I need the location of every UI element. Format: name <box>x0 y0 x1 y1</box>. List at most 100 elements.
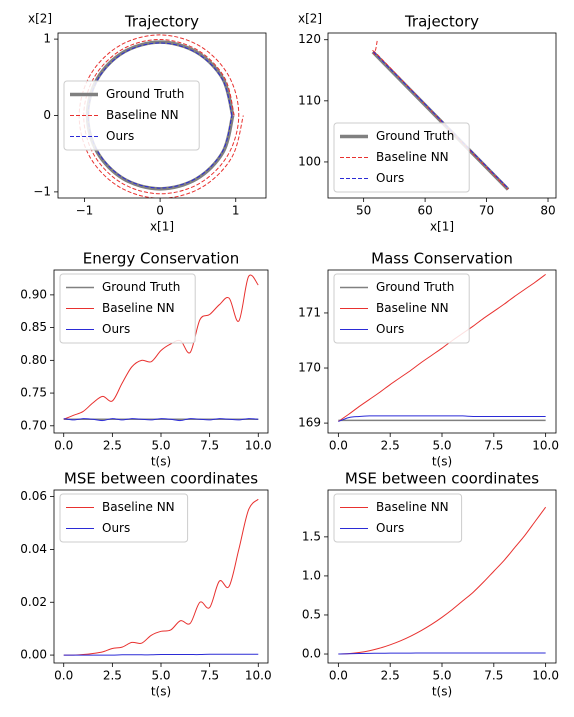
legend-label: Baseline NN <box>106 108 179 122</box>
plot-area <box>338 274 546 422</box>
legend-label: Baseline NN <box>376 500 449 514</box>
y-tick-label: 0.85 <box>20 320 47 334</box>
y-tick-label: 120 <box>298 32 321 46</box>
x-tick-label: 0.0 <box>329 669 348 683</box>
x-tick-label: 7.5 <box>484 669 503 683</box>
y-tick-label: 1.0 <box>302 568 321 582</box>
legend-label: Baseline NN <box>376 301 449 315</box>
x-tick-label: 10.0 <box>532 439 559 453</box>
y-tick-label: 0.02 <box>20 595 47 609</box>
legend-box <box>59 273 196 344</box>
legend-label: Ours <box>376 521 404 535</box>
y-tick-label: −1 <box>33 184 51 198</box>
x-axis-label: x[1] <box>430 220 454 234</box>
y-tick-label: 170 <box>298 361 321 375</box>
data-line <box>338 274 546 422</box>
x-tick-label: 5.0 <box>432 439 451 453</box>
x-tick-label: 70 <box>479 204 494 218</box>
chart-panel: Mass Conservation 0.0 2.5 5.0 7.5 10.0 169 170 1… <box>298 250 559 469</box>
y-tick-label: 0 <box>43 108 51 122</box>
x-tick-label: 60 <box>417 204 432 218</box>
legend-label: Ground Truth <box>376 129 454 143</box>
axes-frame <box>57 32 267 199</box>
legend: Baseline NN Ours <box>59 493 189 543</box>
y-tick-label: 0.06 <box>20 489 47 503</box>
legend-label: Ours <box>376 322 404 336</box>
legend-label: Ground Truth <box>102 280 180 294</box>
chart-title: Trajectory <box>404 13 479 31</box>
legend-label: Ours <box>102 521 130 535</box>
y-tick-label: 1.5 <box>302 529 321 543</box>
chart-panel: MSE between coordinates 0.0 2.5 5.0 7.5 10.0 0… <box>20 470 271 699</box>
x-tick-label: 50 <box>356 204 371 218</box>
chart-title: Energy Conservation <box>83 250 239 268</box>
data-line <box>63 274 259 420</box>
y-tick-label: 100 <box>298 154 321 168</box>
x-axis-label: t(s) <box>151 685 171 699</box>
legend-label: Ground Truth <box>106 87 184 101</box>
x-tick-label: 0.0 <box>54 669 73 683</box>
x-tick-label: −1 <box>76 204 94 218</box>
data-line <box>78 34 244 198</box>
y-tick-label: 1 <box>43 32 51 46</box>
legend-box <box>63 80 200 151</box>
chart-panel: Trajectory 50 60 70 80 100 110 120 x[1] x[2] Groun… <box>298 12 557 234</box>
x-tick-label: 2.5 <box>381 439 400 453</box>
x-tick-label: 7.5 <box>200 439 219 453</box>
x-tick-label: 10.0 <box>245 669 272 683</box>
chart-panel: Energy Conservation 0.0 2.5 5.0 7.5 10.0 0.70 0… <box>20 250 271 469</box>
data-line <box>63 418 259 422</box>
y-tick-label: 110 <box>298 93 321 107</box>
x-tick-label: 10.0 <box>245 439 272 453</box>
legend: Ground Truth Baseline NN Ours <box>63 80 200 151</box>
chart-panel: Trajectory −1 0 1 −1 0 1 x[1] x[2] Ground Truth Ba… <box>28 12 267 234</box>
chart-title: MSE between coordinates <box>345 470 539 488</box>
x-axis-label: x[1] <box>150 220 174 234</box>
legend: Ground Truth Baseline NN Ours <box>333 273 470 344</box>
x-tick-label: 5.0 <box>151 439 170 453</box>
data-line <box>87 42 233 189</box>
x-tick-label: 0.0 <box>329 439 348 453</box>
plot-area <box>63 498 259 656</box>
y-tick-label: 171 <box>298 305 321 319</box>
plot-area <box>63 274 259 422</box>
x-tick-label: 2.5 <box>103 669 122 683</box>
legend: Baseline NN Ours <box>333 493 463 543</box>
legend-label: Ours <box>102 322 130 336</box>
legend-label: Baseline NN <box>102 301 175 315</box>
plot-area <box>338 506 547 655</box>
x-tick-label: 7.5 <box>200 669 219 683</box>
plot-area <box>371 40 510 191</box>
axes-frame <box>53 269 269 434</box>
x-tick-label: 2.5 <box>381 669 400 683</box>
y-tick-label: 0.5 <box>302 607 321 621</box>
y-tick-label: 0.90 <box>20 287 47 301</box>
data-line <box>372 40 509 190</box>
legend-box <box>333 493 463 543</box>
y-tick-label: 0.04 <box>20 542 47 556</box>
y-tick-label: 0.70 <box>20 418 47 432</box>
axes-frame <box>53 489 269 664</box>
y-tick-label: 169 <box>298 416 321 430</box>
legend-label: Ground Truth <box>376 280 454 294</box>
x-tick-label: 10.0 <box>532 669 559 683</box>
y-axis-label: x[2] <box>298 12 322 26</box>
legend-box <box>59 493 189 543</box>
legend-label: Baseline NN <box>376 150 449 164</box>
y-tick-label: 0.0 <box>302 647 321 661</box>
chart-title: Mass Conservation <box>371 250 513 268</box>
legend-box <box>333 273 470 344</box>
legend-label: Baseline NN <box>102 500 175 514</box>
chart-panel: MSE between coordinates 0.0 2.5 5.0 7.5 10.0 0… <box>302 470 559 699</box>
y-axis-label: x[2] <box>28 12 52 26</box>
legend: Ground Truth Baseline NN Ours <box>59 273 196 344</box>
x-axis-label: t(s) <box>151 455 171 469</box>
y-tick-label: 0.75 <box>20 386 47 400</box>
y-tick-label: 0.00 <box>20 648 47 662</box>
axes-frame <box>327 489 557 664</box>
legend: Ground Truth Baseline NN Ours <box>333 122 470 193</box>
x-tick-label: 0 <box>156 204 164 218</box>
x-axis-label: t(s) <box>432 685 452 699</box>
x-axis-label: t(s) <box>432 455 452 469</box>
